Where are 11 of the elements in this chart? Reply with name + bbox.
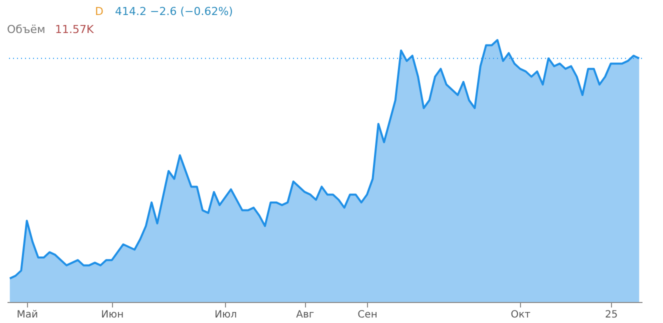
chart-title: 414.2 −2.6 (−0.62%) [115, 5, 233, 18]
text: Объём [7, 23, 46, 36]
text: D [95, 5, 104, 18]
text: 11.57K [55, 23, 94, 36]
x-tick-label: Июл [214, 310, 237, 320]
x-tick-label: Окт [510, 310, 531, 320]
x-tick-label: 25 [604, 310, 618, 320]
x-tick-label: Авг [296, 310, 314, 320]
x-tick-label: Май [16, 310, 38, 320]
x-tick-label: Июн [101, 310, 124, 320]
x-tick-label: Сен [358, 310, 378, 320]
